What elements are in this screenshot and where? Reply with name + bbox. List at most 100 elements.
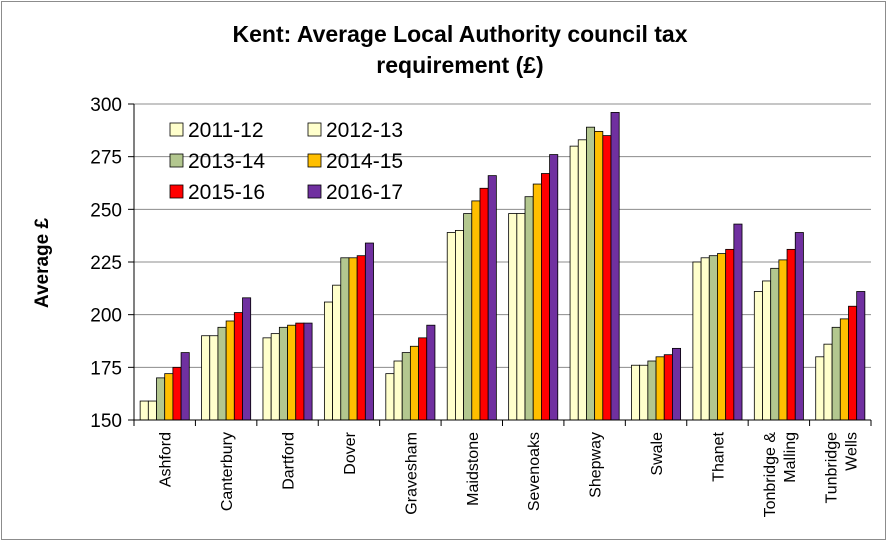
legend-label: 2015-16 — [188, 181, 265, 204]
x-tick-label: Shepway — [588, 432, 605, 498]
x-tick-label: Thanet — [711, 431, 728, 481]
bar — [541, 173, 550, 421]
bar — [532, 183, 542, 421]
legend-swatch — [307, 153, 322, 168]
bar — [717, 253, 727, 421]
legend-label: 2013-14 — [188, 150, 265, 173]
legend-swatch — [169, 184, 184, 199]
x-tick-label: Sevenoaks — [526, 432, 543, 511]
bar — [340, 257, 350, 421]
x-tick-label: Maidstone — [465, 432, 482, 506]
legend-label: 2012-13 — [326, 119, 403, 142]
legend-swatch — [307, 184, 322, 199]
bar — [672, 347, 682, 421]
bar — [463, 213, 473, 421]
bar — [508, 213, 518, 421]
y-tick-label: 150 — [90, 411, 122, 432]
bar — [332, 284, 342, 421]
x-tick-label: Ashford — [158, 432, 175, 487]
bar — [270, 333, 280, 421]
chart-title-line-2: requirement (£) — [376, 52, 543, 78]
bar — [393, 360, 403, 421]
x-tick-label: Canterbury — [219, 432, 236, 511]
bar — [770, 267, 780, 421]
y-tick-label: 225 — [90, 253, 122, 274]
bar — [348, 257, 358, 421]
bar — [356, 255, 366, 421]
x-tick-label: Tonbridge & — [762, 432, 779, 518]
legend-label: 2011-12 — [188, 119, 264, 142]
bar — [778, 259, 788, 421]
bar — [823, 343, 833, 421]
bar — [631, 364, 641, 421]
bar — [831, 326, 841, 421]
bar — [201, 335, 211, 421]
bar — [455, 229, 465, 421]
bar — [295, 322, 305, 421]
legend: 2011-12 2012-13 2013-14 2014-15 2015-16 2016-… — [169, 119, 403, 204]
bar — [663, 354, 673, 421]
legend-swatch — [169, 153, 184, 168]
bar — [725, 248, 735, 421]
axes — [133, 104, 872, 426]
x-tick-label: Wells — [843, 432, 860, 471]
bar — [209, 335, 219, 421]
bar — [516, 213, 526, 421]
x-tick-label: Dartford — [281, 432, 298, 490]
bar — [786, 248, 796, 421]
bar — [602, 135, 612, 421]
bar — [323, 301, 333, 421]
bar — [180, 352, 190, 421]
y-tick-label: 275 — [90, 148, 122, 169]
bar — [856, 291, 866, 421]
bar — [479, 187, 489, 421]
gridlines — [128, 103, 871, 421]
bar — [364, 242, 374, 421]
y-tick-label: 200 — [90, 306, 122, 327]
x-tick-label: Swale — [649, 432, 666, 476]
y-tick-labels: 150 175 200 225 250 275 300 — [90, 95, 122, 432]
bar — [225, 320, 235, 421]
bar — [242, 297, 252, 421]
bar — [708, 255, 718, 421]
bar — [839, 318, 849, 421]
bar — [569, 145, 579, 421]
bar — [471, 200, 481, 421]
bar — [385, 373, 395, 421]
bar — [409, 345, 419, 421]
bar — [278, 326, 288, 421]
bar — [733, 223, 743, 421]
x-tick-labels: Ashford Canterbury Dartford Dover Gravesham M… — [158, 431, 861, 517]
y-tick-label: 250 — [90, 200, 122, 221]
bar — [692, 261, 702, 421]
x-tick-label: Gravesham — [403, 432, 420, 515]
bar — [848, 305, 858, 421]
bar — [753, 291, 763, 421]
bar — [401, 352, 411, 421]
bar — [233, 312, 243, 421]
bar — [610, 112, 620, 421]
bar — [147, 400, 157, 421]
bar — [577, 139, 587, 421]
bars-group — [139, 112, 866, 421]
bar — [156, 377, 166, 421]
y-tick-label: 175 — [90, 358, 122, 379]
bar — [586, 126, 596, 421]
bar — [594, 130, 604, 421]
legend-swatch — [169, 122, 184, 137]
x-tick-label: Dover — [342, 431, 359, 474]
bar — [549, 154, 559, 421]
bar — [647, 360, 657, 421]
bar — [164, 373, 174, 421]
bar — [524, 196, 534, 421]
bar — [655, 356, 665, 421]
bar — [172, 366, 182, 421]
bar — [287, 324, 297, 421]
bar — [426, 324, 436, 421]
bar — [303, 322, 313, 421]
chart-title-line-1: Kent: Average Local Authority council ta… — [233, 21, 688, 47]
bar — [700, 257, 710, 421]
bar — [262, 337, 272, 421]
bar — [762, 280, 772, 421]
